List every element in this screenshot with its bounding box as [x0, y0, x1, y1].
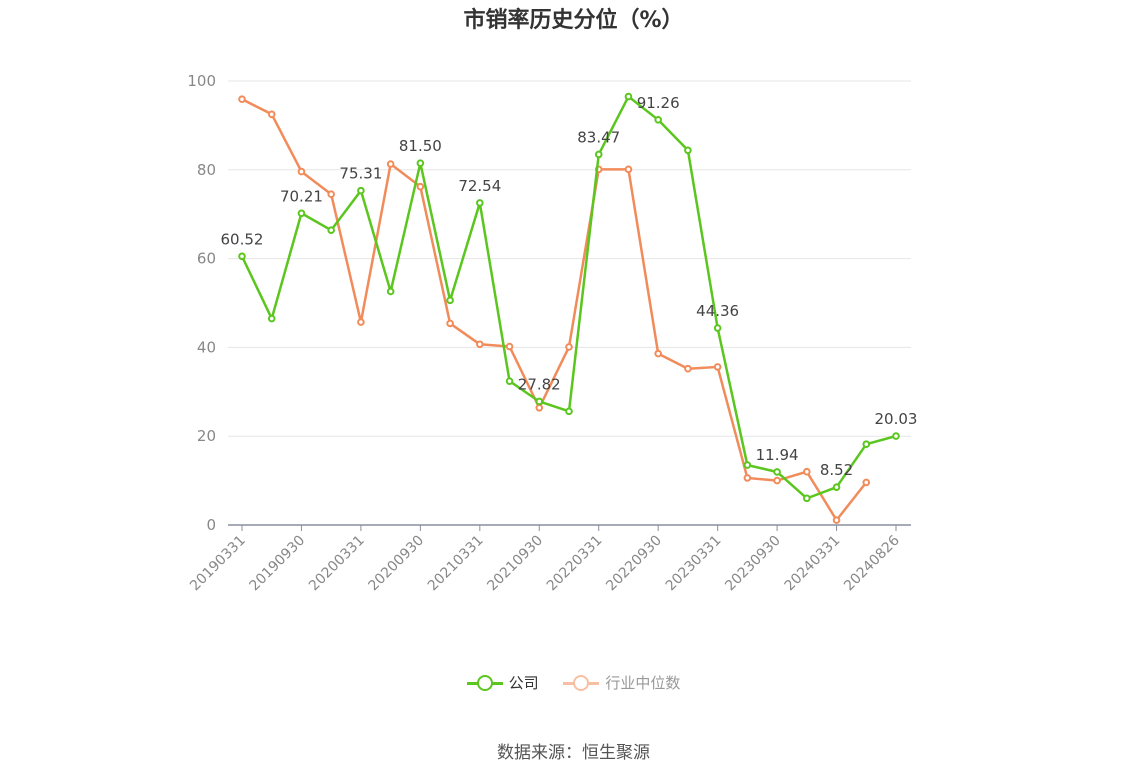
y-tick-label: 0 [206, 516, 216, 534]
chart-title: 市销率历史分位（%） [463, 8, 684, 33]
data-label: 60.52 [221, 230, 264, 248]
data-label: 91.26 [637, 94, 680, 112]
x-tick-label: 20190930 [247, 533, 309, 595]
legend-company-swatch [466, 673, 503, 693]
data-point-company [565, 407, 573, 416]
data-point-industry-median [743, 474, 752, 482]
data-point-company [446, 296, 454, 305]
series-line-company [240, 95, 897, 500]
data-point-industry-median [624, 165, 633, 174]
data-point-industry-median [357, 318, 365, 326]
grid-lines [228, 80, 911, 437]
legend-item-company[interactable]: 公司 [466, 672, 539, 693]
y-tick-label: 20 [197, 427, 216, 445]
data-point-industry-median [476, 340, 484, 349]
data-point-industry-median [386, 160, 395, 168]
data-point-company [357, 186, 365, 195]
data-point-industry-median [654, 349, 662, 358]
data-point-company [297, 209, 306, 218]
data-label: 72.54 [458, 177, 501, 195]
data-point-company [773, 468, 781, 476]
legend: 公司 行业中位数 [0, 672, 1147, 697]
data-point-industry-median [416, 182, 425, 191]
data-point-industry-median [565, 343, 573, 351]
axes: 0 20 40 60 80 100 2019033120190930202003312020… [187, 72, 911, 594]
data-point-company [832, 483, 841, 491]
data-point-industry-median [535, 403, 544, 412]
data-point-industry-median [803, 467, 811, 476]
data-point-company [476, 199, 484, 207]
x-tick-label: 20210930 [484, 533, 546, 595]
data-point-industry-median [505, 342, 514, 351]
x-tick-label: 20230930 [722, 533, 784, 595]
data-point-industry-median [832, 516, 841, 524]
data-point-company [535, 397, 544, 406]
x-tick-label: 20200331 [306, 533, 368, 595]
data-point-company [654, 116, 662, 124]
data-point-company [327, 226, 335, 234]
y-tick-label: 80 [197, 161, 216, 179]
data-point-company [743, 461, 752, 469]
data-point-industry-median [773, 476, 781, 485]
data-point-company [594, 150, 603, 159]
legend-company-label: 公司 [508, 674, 539, 692]
data-label: 75.31 [339, 165, 382, 183]
data-point-industry-median [862, 478, 871, 487]
series-line-industry-median [241, 98, 868, 522]
data-label: 27.82 [518, 375, 561, 393]
data-point-industry-median [327, 190, 335, 199]
y-tick-label: 60 [197, 250, 216, 268]
data-label: 70.21 [280, 187, 323, 205]
data-point-company [803, 494, 811, 503]
legend-industry-label: 行业中位数 [605, 674, 681, 692]
x-tick-label: 20190331 [187, 533, 249, 595]
data-labels: 60.52 70.21 75.31 81.50 72.54 27.82 83.47 91.26… [221, 94, 918, 479]
legend-item-industry[interactable]: 行业中位数 [563, 672, 680, 693]
data-source-note: 数据来源：恒生聚源 [497, 743, 650, 763]
x-tick-label: 20220930 [603, 533, 665, 595]
series-lines [238, 92, 900, 524]
data-label: 20.03 [875, 410, 918, 428]
y-tick-label: 40 [197, 338, 216, 356]
data-point-company [892, 432, 900, 440]
x-tick-label: 20230331 [663, 533, 725, 595]
legend-industry-swatch [563, 673, 600, 693]
data-point-company [624, 92, 633, 101]
x-tick-label: 20210331 [425, 533, 487, 595]
data-point-company [684, 146, 692, 155]
x-tick-label: 20240826 [841, 532, 903, 594]
data-point-company [713, 324, 722, 332]
data-point-industry-median [267, 110, 276, 119]
data-point-company [267, 314, 276, 323]
data-label: 83.47 [577, 128, 620, 146]
data-point-industry-median [238, 95, 246, 104]
x-tick-label: 20200930 [365, 533, 427, 595]
data-point-industry-median [713, 363, 722, 371]
data-label: 44.36 [696, 302, 739, 320]
data-point-company [862, 440, 871, 448]
data-point-company [416, 159, 425, 167]
data-label: 8.52 [820, 461, 853, 479]
data-point-industry-median [446, 319, 454, 328]
data-point-company [505, 377, 514, 385]
data-point-industry-median [684, 364, 692, 373]
y-tick-label: 100 [187, 72, 216, 90]
x-tick-label: 20220331 [544, 533, 606, 595]
data-point-company [386, 287, 395, 296]
data-label: 11.94 [756, 446, 799, 464]
x-tick-label: 20240331 [782, 533, 844, 595]
data-label: 81.50 [399, 137, 442, 155]
data-point-industry-median [297, 167, 306, 176]
data-point-company [238, 252, 246, 261]
